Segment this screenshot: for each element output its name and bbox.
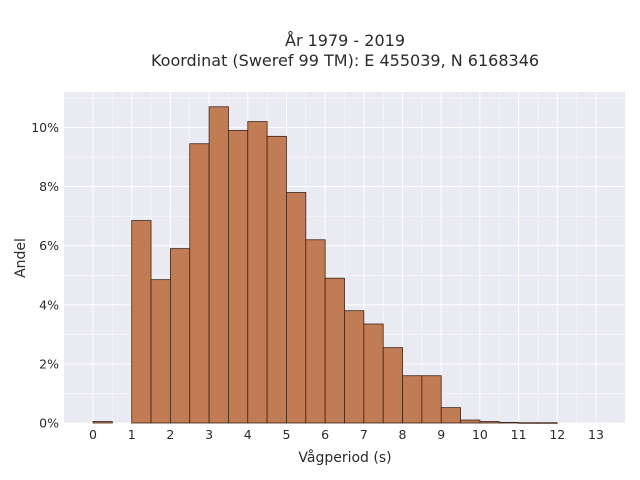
histogram-bar	[169, 248, 191, 424]
histogram-bar	[286, 192, 307, 424]
y-tick-label: 6%	[39, 238, 59, 253]
histogram-bar	[324, 277, 345, 424]
histogram-bar	[537, 422, 558, 424]
histogram-bar	[518, 422, 539, 424]
x-tick-label: 12	[549, 427, 565, 442]
histogram-bar	[421, 375, 442, 424]
histogram-bar	[402, 375, 423, 424]
x-tick-label: 9	[437, 427, 445, 442]
histogram-bar	[479, 421, 500, 424]
histogram-bar	[305, 239, 326, 424]
x-axis-label: Vågperiod (s)	[298, 449, 391, 466]
x-tick-label: 2	[166, 427, 174, 442]
chart-title-line-2: Koordinat (Sweref 99 TM): E 455039, N 61…	[151, 51, 539, 70]
chart-title-line-1: År 1979 - 2019	[285, 31, 405, 50]
x-tick-label: 1	[128, 427, 136, 442]
histogram-bar	[189, 143, 210, 424]
x-tick-label: 8	[399, 427, 407, 442]
y-tick-label: 0%	[39, 416, 59, 431]
histogram-bar	[363, 323, 384, 424]
histogram-bar	[440, 407, 461, 424]
y-axis-label: Andel	[13, 238, 29, 278]
histogram-bar	[266, 135, 287, 424]
y-tick-label: 8%	[39, 179, 59, 194]
x-tick-label: 0	[89, 427, 97, 442]
histogram-bar	[344, 310, 365, 424]
histogram-bar	[131, 220, 152, 424]
histogram-bar	[92, 421, 113, 424]
x-tick-label: 6	[321, 427, 329, 442]
x-tick-label: 3	[205, 427, 213, 442]
y-tick-label: 4%	[39, 297, 59, 312]
x-tick-label: 7	[360, 427, 368, 442]
y-tick-label: 2%	[39, 356, 59, 371]
x-tick-labels: 0 1 2 3 4 5 6 7 8 9 10 11 12 13	[89, 427, 604, 442]
x-tick-label: 10	[472, 427, 488, 442]
y-tick-labels: 0% 2% 4% 6% 8% 10%	[31, 120, 59, 431]
histogram-bar	[382, 347, 403, 424]
x-tick-label: 5	[282, 427, 290, 442]
histogram-bar	[247, 121, 268, 424]
bars	[92, 106, 558, 424]
x-tick-label: 13	[588, 427, 604, 442]
histogram-bar	[150, 279, 171, 424]
histogram-bar	[208, 106, 229, 424]
x-tick-label: 11	[511, 427, 527, 442]
histogram-bar	[498, 422, 520, 424]
histogram-bar	[228, 130, 249, 424]
x-tick-label: 4	[244, 427, 252, 442]
y-tick-label: 10%	[31, 120, 59, 135]
histogram-bar	[460, 419, 481, 424]
